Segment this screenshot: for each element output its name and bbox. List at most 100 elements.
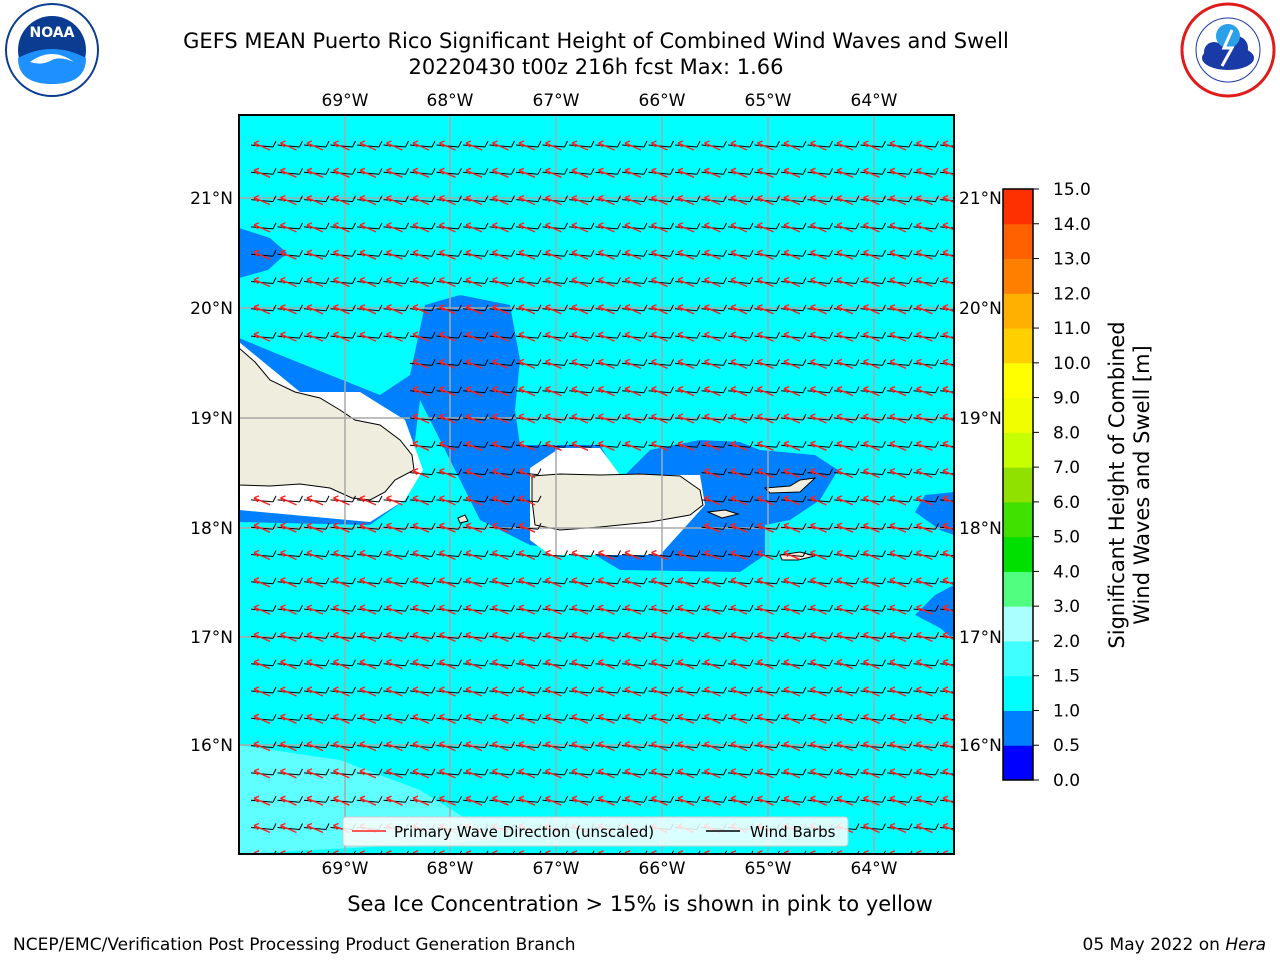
wave-direction-arrow (359, 495, 377, 506)
wave-direction-arrow (545, 222, 562, 233)
wave-direction-arrow (730, 795, 748, 806)
wave-direction-arrow (836, 631, 854, 643)
wave-direction-arrow (916, 222, 933, 233)
wave-direction-arrow (704, 768, 721, 779)
wave-direction-arrow (863, 167, 880, 178)
wave-direction-arrow (889, 222, 907, 233)
wave-direction-arrow (253, 304, 271, 315)
wave-direction-arrow (916, 304, 933, 315)
wave-direction-arrow (624, 795, 642, 806)
wave-direction-arrow (306, 522, 324, 533)
wave-direction-arrow (704, 358, 721, 370)
wave-direction-arrow (863, 249, 880, 260)
map-area (239, 115, 954, 854)
wave-direction-arrow (386, 522, 403, 533)
wave-direction-arrow (333, 522, 350, 533)
wave-direction-arrow (836, 276, 854, 288)
wave-direction-arrow (465, 331, 483, 342)
wave-direction-arrow (836, 222, 854, 233)
wave-direction-arrow (492, 631, 509, 643)
wave-direction-arrow (836, 549, 854, 561)
wave-direction-arrow (677, 713, 695, 724)
wave-direction-arrow (412, 795, 430, 806)
wave-direction-arrow (359, 522, 377, 533)
wave-direction-arrow (730, 331, 748, 342)
wave-direction-arrow (889, 822, 907, 834)
wave-direction-arrow (942, 768, 954, 777)
wave-direction-arrow (783, 795, 801, 806)
wave-direction-arrow (571, 304, 589, 315)
wave-direction-arrow (704, 194, 721, 206)
wave-direction-arrow (730, 686, 748, 697)
wave-direction-arrow (863, 276, 880, 288)
wave-direction-arrow (836, 795, 854, 806)
wave-direction-arrow (386, 495, 403, 506)
wave-direction-arrow (571, 276, 589, 288)
wave-direction-arrow (545, 795, 562, 806)
wave-direction-arrow (810, 140, 827, 151)
wave-direction-arrow (783, 140, 801, 151)
wave-direction-arrow (704, 249, 721, 260)
wave-direction-arrow (280, 495, 297, 506)
colorbar-bin (1003, 710, 1033, 746)
wave-direction-arrow (704, 167, 721, 178)
colorbar: 0.0 0.5 1.0 1.5 2.0 3.0 4.0 5.0 6.0 7.0 8.0 9.0 10.0… (1003, 180, 1091, 791)
wave-direction-arrow (465, 768, 483, 779)
wave-direction-arrow (783, 495, 801, 506)
wave-direction-arrow (439, 358, 456, 370)
wave-direction-arrow (757, 686, 774, 697)
wave-direction-arrow (333, 686, 350, 697)
wave-direction-arrow (889, 713, 907, 724)
wave-direction-arrow (783, 440, 801, 451)
wave-direction-arrow (571, 331, 589, 342)
wave-direction-arrow (333, 331, 350, 342)
wave-direction-arrow (359, 768, 377, 779)
wave-direction-arrow (677, 440, 695, 451)
wave-direction-arrow (306, 795, 324, 806)
colorbar-bin (1003, 293, 1033, 329)
wave-direction-arrow (253, 249, 271, 260)
wave-direction-arrow (492, 276, 509, 288)
wave-direction-arrow (492, 713, 509, 724)
wave-direction-arrow (518, 549, 536, 561)
wave-direction-arrow (889, 604, 907, 615)
wave-direction-arrow (518, 631, 536, 643)
wave-direction-arrow (333, 659, 350, 670)
wave-direction-arrow (624, 577, 642, 588)
wave-direction-arrow (280, 549, 297, 561)
wave-direction-arrow (624, 631, 642, 643)
wave-direction-arrow (412, 495, 430, 506)
wave-direction-arrow (757, 631, 774, 643)
wave-direction-arrow (465, 167, 483, 178)
wave-direction-arrow (253, 549, 271, 561)
wave-direction-arrow (518, 522, 536, 533)
wave-direction-arrow (280, 577, 297, 588)
wave-direction-arrow (492, 549, 509, 561)
colorbar-bin (1003, 189, 1033, 225)
wave-direction-arrow (889, 631, 907, 643)
wave-direction-arrow (730, 659, 748, 670)
wave-direction-arrow (810, 413, 827, 424)
wave-direction-arrow (836, 358, 854, 370)
colorbar-frame (1002, 188, 1034, 781)
wave-direction-arrow (810, 194, 827, 206)
wave-direction-arrow (810, 795, 827, 806)
wave-direction-arrow (280, 276, 297, 288)
wave-direction-arrow (942, 386, 954, 395)
land-hispaniola (239, 347, 415, 501)
wave-direction-arrow (863, 577, 880, 588)
wave-direction-arrow (651, 740, 668, 752)
wave-direction-arrow (492, 740, 509, 752)
wave-direction-arrow (942, 495, 954, 504)
wave-direction-arrow (810, 386, 827, 397)
wave-direction-arrow (783, 167, 801, 178)
wave-direction-arrow (783, 276, 801, 288)
wave-direction-arrow (598, 140, 615, 151)
wave-direction-arrow (863, 549, 880, 561)
wave-direction-arrow (253, 276, 271, 288)
wave-direction-arrow (439, 331, 456, 342)
wave-direction-arrow (518, 304, 536, 315)
wave-direction-arrow (492, 386, 509, 397)
wave-direction-arrow (730, 276, 748, 288)
